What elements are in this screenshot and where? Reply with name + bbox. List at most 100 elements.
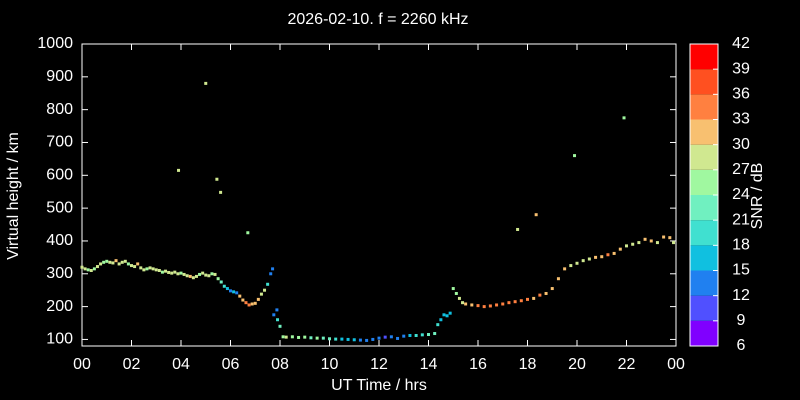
data-point xyxy=(145,267,149,271)
data-point xyxy=(457,296,461,300)
data-point xyxy=(526,297,529,301)
data-point xyxy=(672,241,676,245)
y-tick-label: 300 xyxy=(46,265,73,282)
data-point xyxy=(185,274,189,278)
data-point xyxy=(157,269,161,272)
data-point xyxy=(662,235,666,239)
data-point xyxy=(544,291,548,295)
data-point xyxy=(402,334,406,338)
y-tick-label: 400 xyxy=(46,232,73,249)
data-point xyxy=(207,274,211,278)
data-point xyxy=(600,255,604,259)
data-point xyxy=(550,287,554,291)
data-point xyxy=(476,304,480,308)
y-tick-label: 700 xyxy=(46,134,73,151)
data-point xyxy=(606,253,610,257)
data-point xyxy=(637,241,641,245)
data-point xyxy=(126,262,130,266)
data-point xyxy=(290,335,294,339)
colorbar-tick-label: 15 xyxy=(732,262,750,279)
y-tick-label: 1000 xyxy=(37,35,73,52)
x-tick-label: 08 xyxy=(271,356,289,373)
colorbar-tick-label: 42 xyxy=(732,35,750,52)
data-point xyxy=(86,268,90,272)
data-point xyxy=(573,154,577,158)
data-point xyxy=(622,116,626,120)
colorbar-tick-label: 33 xyxy=(732,111,750,128)
data-point xyxy=(164,269,168,273)
x-tick-label: 20 xyxy=(568,356,586,373)
data-point xyxy=(507,301,511,305)
data-point xyxy=(215,177,219,181)
x-tick-label: 00 xyxy=(667,356,685,373)
y-tick-label: 600 xyxy=(46,167,73,184)
y-tick-label: 900 xyxy=(46,68,73,85)
x-tick-label: 10 xyxy=(321,356,339,373)
y-axis-label: Virtual height / km xyxy=(5,132,22,260)
y-tick-label: 200 xyxy=(46,298,73,315)
data-point xyxy=(244,301,248,305)
data-point xyxy=(102,260,106,264)
colorbar-segment xyxy=(690,295,718,321)
data-point xyxy=(154,268,158,272)
data-point xyxy=(328,337,331,341)
data-point xyxy=(194,274,198,278)
y-tick-label: 100 xyxy=(46,331,73,348)
data-point xyxy=(315,336,319,340)
data-point xyxy=(436,323,440,327)
data-point xyxy=(519,299,523,303)
data-point xyxy=(427,333,430,337)
data-point xyxy=(587,257,591,261)
data-point xyxy=(117,262,121,266)
data-point xyxy=(191,276,195,280)
data-point xyxy=(625,244,628,248)
data-point xyxy=(346,337,350,341)
colorbar-tick-label: 27 xyxy=(732,161,750,178)
colorbar-segment xyxy=(690,220,718,246)
data-point xyxy=(269,272,273,276)
data-point xyxy=(352,338,356,342)
data-point xyxy=(284,335,288,339)
colorbar-tick-label: 12 xyxy=(732,287,750,304)
data-point xyxy=(241,298,245,302)
colorbar-segment xyxy=(690,195,718,221)
y-tick-label: 800 xyxy=(46,101,73,118)
data-point xyxy=(389,335,393,339)
colorbar-segment xyxy=(690,270,718,296)
data-point xyxy=(123,259,127,263)
colorbar-segment xyxy=(690,69,718,95)
data-point xyxy=(448,311,452,315)
data-point xyxy=(142,268,146,272)
data-point xyxy=(170,271,174,275)
data-point xyxy=(271,267,275,271)
colorbar-tick-label: 39 xyxy=(732,60,750,77)
data-point xyxy=(120,260,124,264)
data-point xyxy=(222,284,226,288)
data-point xyxy=(148,266,152,270)
data-point xyxy=(259,292,263,296)
data-point xyxy=(108,260,112,264)
data-point xyxy=(256,297,260,301)
data-point xyxy=(377,336,381,340)
x-tick-label: 16 xyxy=(469,356,487,373)
data-point xyxy=(136,262,140,266)
data-point xyxy=(482,305,486,309)
colorbar-segment xyxy=(690,94,718,120)
data-point xyxy=(276,318,280,322)
data-point xyxy=(513,300,517,304)
colorbar-segment xyxy=(690,144,718,170)
data-point xyxy=(439,318,443,322)
data-point xyxy=(139,266,143,270)
y-tick-label: 500 xyxy=(46,199,73,216)
data-point xyxy=(655,241,659,245)
data-point xyxy=(99,262,103,266)
data-point xyxy=(247,303,251,307)
colorbar-tick-label: 36 xyxy=(732,86,750,103)
data-point xyxy=(516,227,520,231)
data-point xyxy=(235,291,239,295)
data-point xyxy=(461,301,465,305)
colorbar-segment xyxy=(690,320,718,346)
data-point xyxy=(538,293,542,297)
